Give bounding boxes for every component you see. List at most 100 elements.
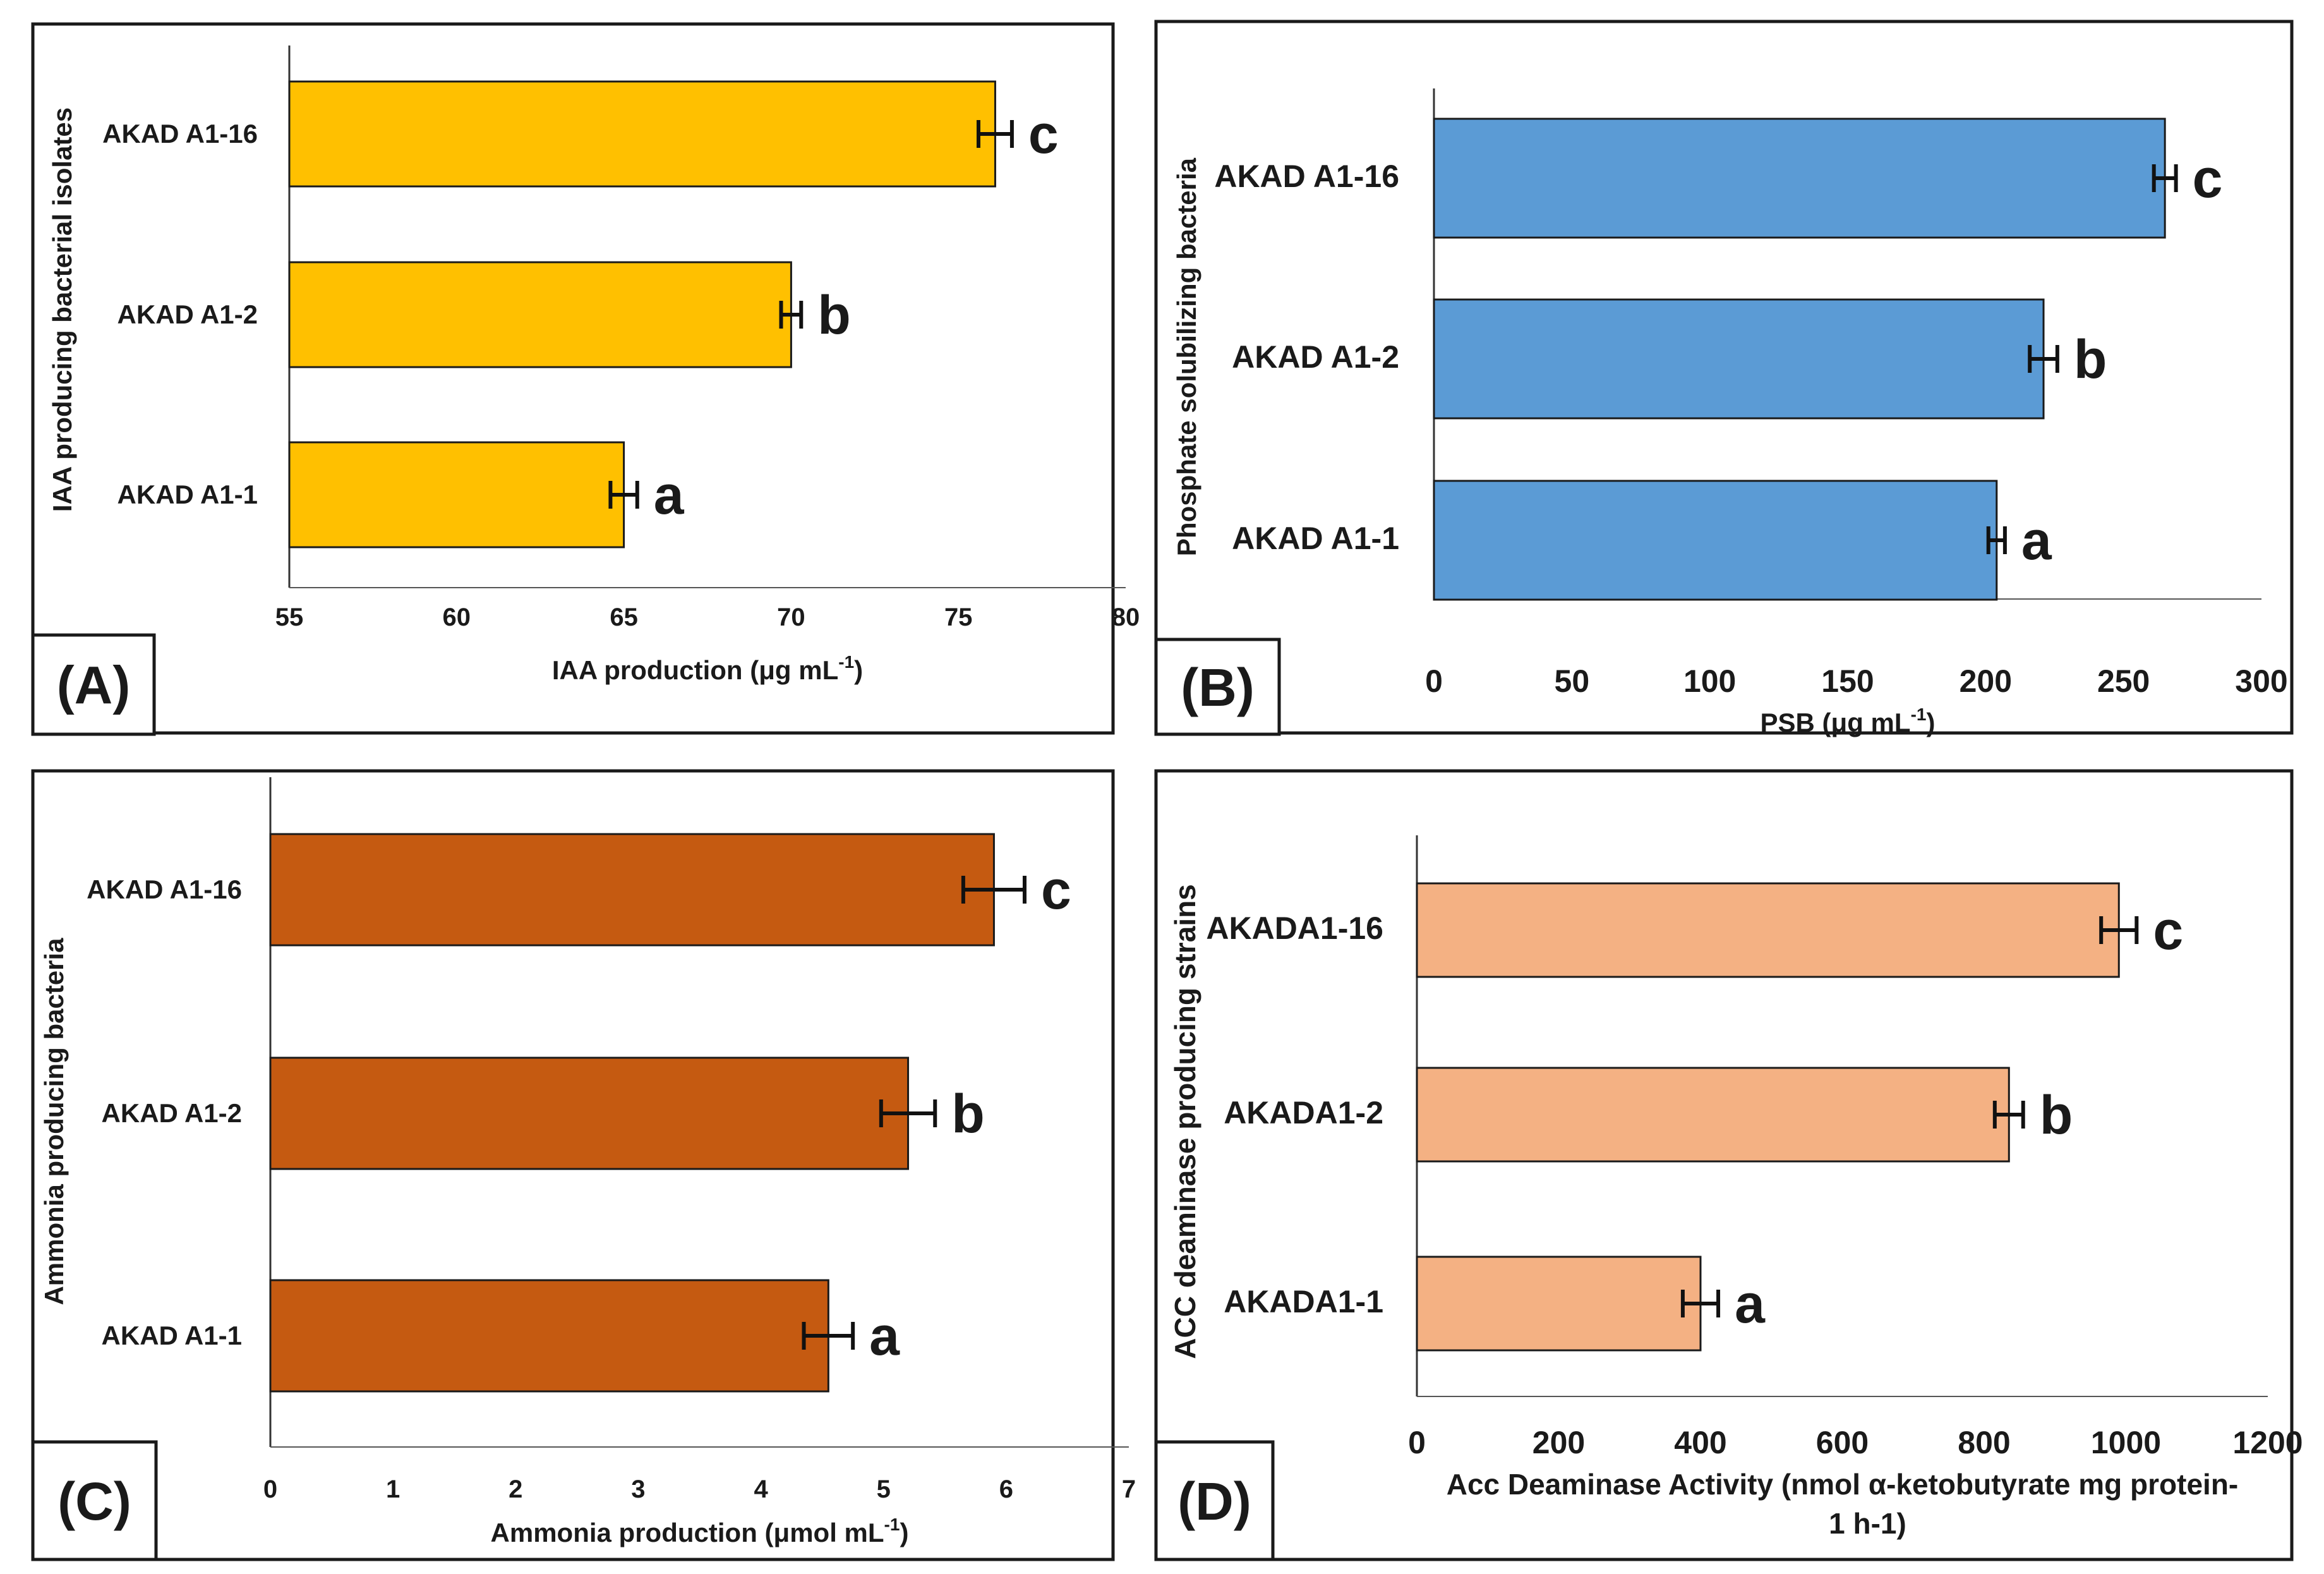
significance-letter: a (2021, 511, 2052, 571)
x-axis-label: Ammonia production (μmol mL-1) (491, 1515, 909, 1547)
x-tick-label: 2 (509, 1475, 522, 1503)
x-tick-label: 55 (275, 603, 304, 631)
error-bar (1992, 1101, 2025, 1129)
significance-letter: b (951, 1084, 985, 1144)
x-axis-label-line2: 1 h-1) (1829, 1507, 1906, 1540)
x-tick-label: 150 (1821, 663, 1874, 699)
x-tick-label: 6 (999, 1475, 1013, 1503)
chart-panel-3: c AKAD A1-16 b AKAD A1-2 a AKAD A1-1 0 1 2 3 4 5 6 7 A… (31, 769, 1136, 1561)
significance-letter: b (2040, 1085, 2073, 1146)
x-tick-label: 50 (1555, 663, 1590, 699)
x-tick-label: 0 (263, 1475, 277, 1503)
x-tick-label: 250 (2097, 663, 2150, 699)
chart-panel-1: c AKAD A1-16 b AKAD A1-2 a AKAD A1-1 55 60 65 70 7… (31, 22, 1140, 736)
x-axis-label: Acc Deaminase Activity (nmol α-ketobutyr… (1447, 1468, 2239, 1501)
bar (288, 80, 996, 188)
y-axis-label: IAA producing bacterial isolates (47, 107, 77, 512)
category-label: AKAD A1-1 (117, 480, 258, 509)
panel-frame (31, 22, 1115, 735)
bar (1416, 882, 2120, 978)
bar (269, 1056, 910, 1170)
x-axis-label: IAA production (μg mL-1) (552, 652, 863, 685)
category-label: AKAD A1-16 (1214, 159, 1399, 194)
bar (288, 441, 625, 548)
x-tick-label: 3 (631, 1475, 645, 1503)
x-tick-label: 200 (1532, 1425, 1585, 1460)
significance-letter: c (1041, 860, 1071, 921)
x-tick-label: 80 (1112, 603, 1140, 631)
x-axis-label: PSB (μg mL-1) (1761, 705, 1936, 737)
error-bar (2152, 164, 2178, 192)
significance-letter: b (817, 285, 851, 346)
panel-label-box (31, 633, 156, 736)
chart-panel-4: c AKADA1-16 b AKADA1-2 a AKADA1-1 0 200 400 600 80… (1154, 769, 2303, 1561)
x-tick-label: 400 (1674, 1425, 1726, 1460)
error-bar (961, 876, 1027, 904)
x-tick-label: 800 (1958, 1425, 2010, 1460)
panel-label-box (31, 1440, 158, 1561)
x-tick-label: 5 (877, 1475, 891, 1503)
category-label: AKAD A1-2 (102, 1098, 242, 1128)
error-bar (2028, 345, 2059, 373)
x-tick-label: 60 (443, 603, 471, 631)
x-tick-label: 1000 (2091, 1425, 2161, 1460)
y-axis-label: ACC deaminase producing strains (1169, 884, 1201, 1359)
bar (269, 1279, 829, 1393)
bar (1433, 480, 1998, 601)
panel-label-box (1154, 1440, 1275, 1561)
panel-label: (A) (57, 656, 131, 715)
x-tick-label: 0 (1425, 663, 1443, 699)
category-label: AKADA1-16 (1206, 911, 1383, 946)
error-bar (802, 1322, 855, 1350)
significance-letter: c (2153, 900, 2183, 961)
x-tick-label: 1200 (2232, 1425, 2303, 1460)
category-label: AKADA1-2 (1224, 1095, 1383, 1130)
significance-letter: a (1735, 1274, 1766, 1335)
panel-label: (B) (1181, 658, 1255, 717)
category-label: AKAD A1-2 (117, 300, 258, 329)
y-axis-label: Phosphate solubilizing bacteria (1172, 157, 1201, 556)
category-label: AKAD A1-1 (102, 1321, 242, 1350)
x-tick-label: 7 (1122, 1475, 1136, 1503)
x-tick-label: 65 (610, 603, 638, 631)
bar (269, 833, 995, 947)
panel-label: (D) (1177, 1472, 1251, 1531)
x-tick-label: 300 (2235, 663, 2287, 699)
bar (1416, 1067, 2010, 1163)
chart-panel-2: c AKAD A1-16 b AKAD A1-2 a AKAD A1-1 0 50 100 150… (1154, 20, 2294, 737)
x-tick-label: 1 (386, 1475, 400, 1503)
bar (1433, 298, 2045, 420)
y-axis-label: Ammonia producing bacteria (39, 938, 69, 1305)
panel-frame (31, 769, 1115, 1561)
panel-label-box (1154, 638, 1281, 736)
x-tick-label: 200 (1960, 663, 2012, 699)
error-bar (976, 120, 1014, 148)
bar (288, 261, 792, 368)
category-label: AKADA1-1 (1224, 1284, 1383, 1319)
error-bar (1986, 526, 2007, 554)
significance-letter: a (869, 1306, 900, 1367)
significance-letter: a (654, 465, 685, 526)
x-tick-label: 75 (944, 603, 973, 631)
x-tick-label: 600 (1816, 1425, 1869, 1460)
bar (1433, 118, 2166, 239)
error-bar (608, 481, 639, 509)
category-label: AKAD A1-16 (87, 875, 242, 904)
x-tick-label: 4 (754, 1475, 768, 1503)
panel-frame (1154, 769, 2294, 1561)
panel-label: (C) (57, 1472, 131, 1531)
category-label: AKAD A1-1 (1232, 521, 1399, 556)
x-tick-label: 100 (1683, 663, 1736, 699)
significance-letter: c (1028, 104, 1059, 165)
bar (1416, 1256, 1702, 1352)
error-bar (1680, 1290, 1721, 1317)
error-bar (2099, 916, 2139, 944)
x-tick-label: 70 (777, 603, 805, 631)
error-bar (779, 301, 804, 329)
x-tick-label: 0 (1408, 1425, 1426, 1460)
error-bar (879, 1099, 937, 1127)
significance-letter: b (2074, 329, 2107, 390)
category-label: AKAD A1-2 (1232, 339, 1399, 375)
